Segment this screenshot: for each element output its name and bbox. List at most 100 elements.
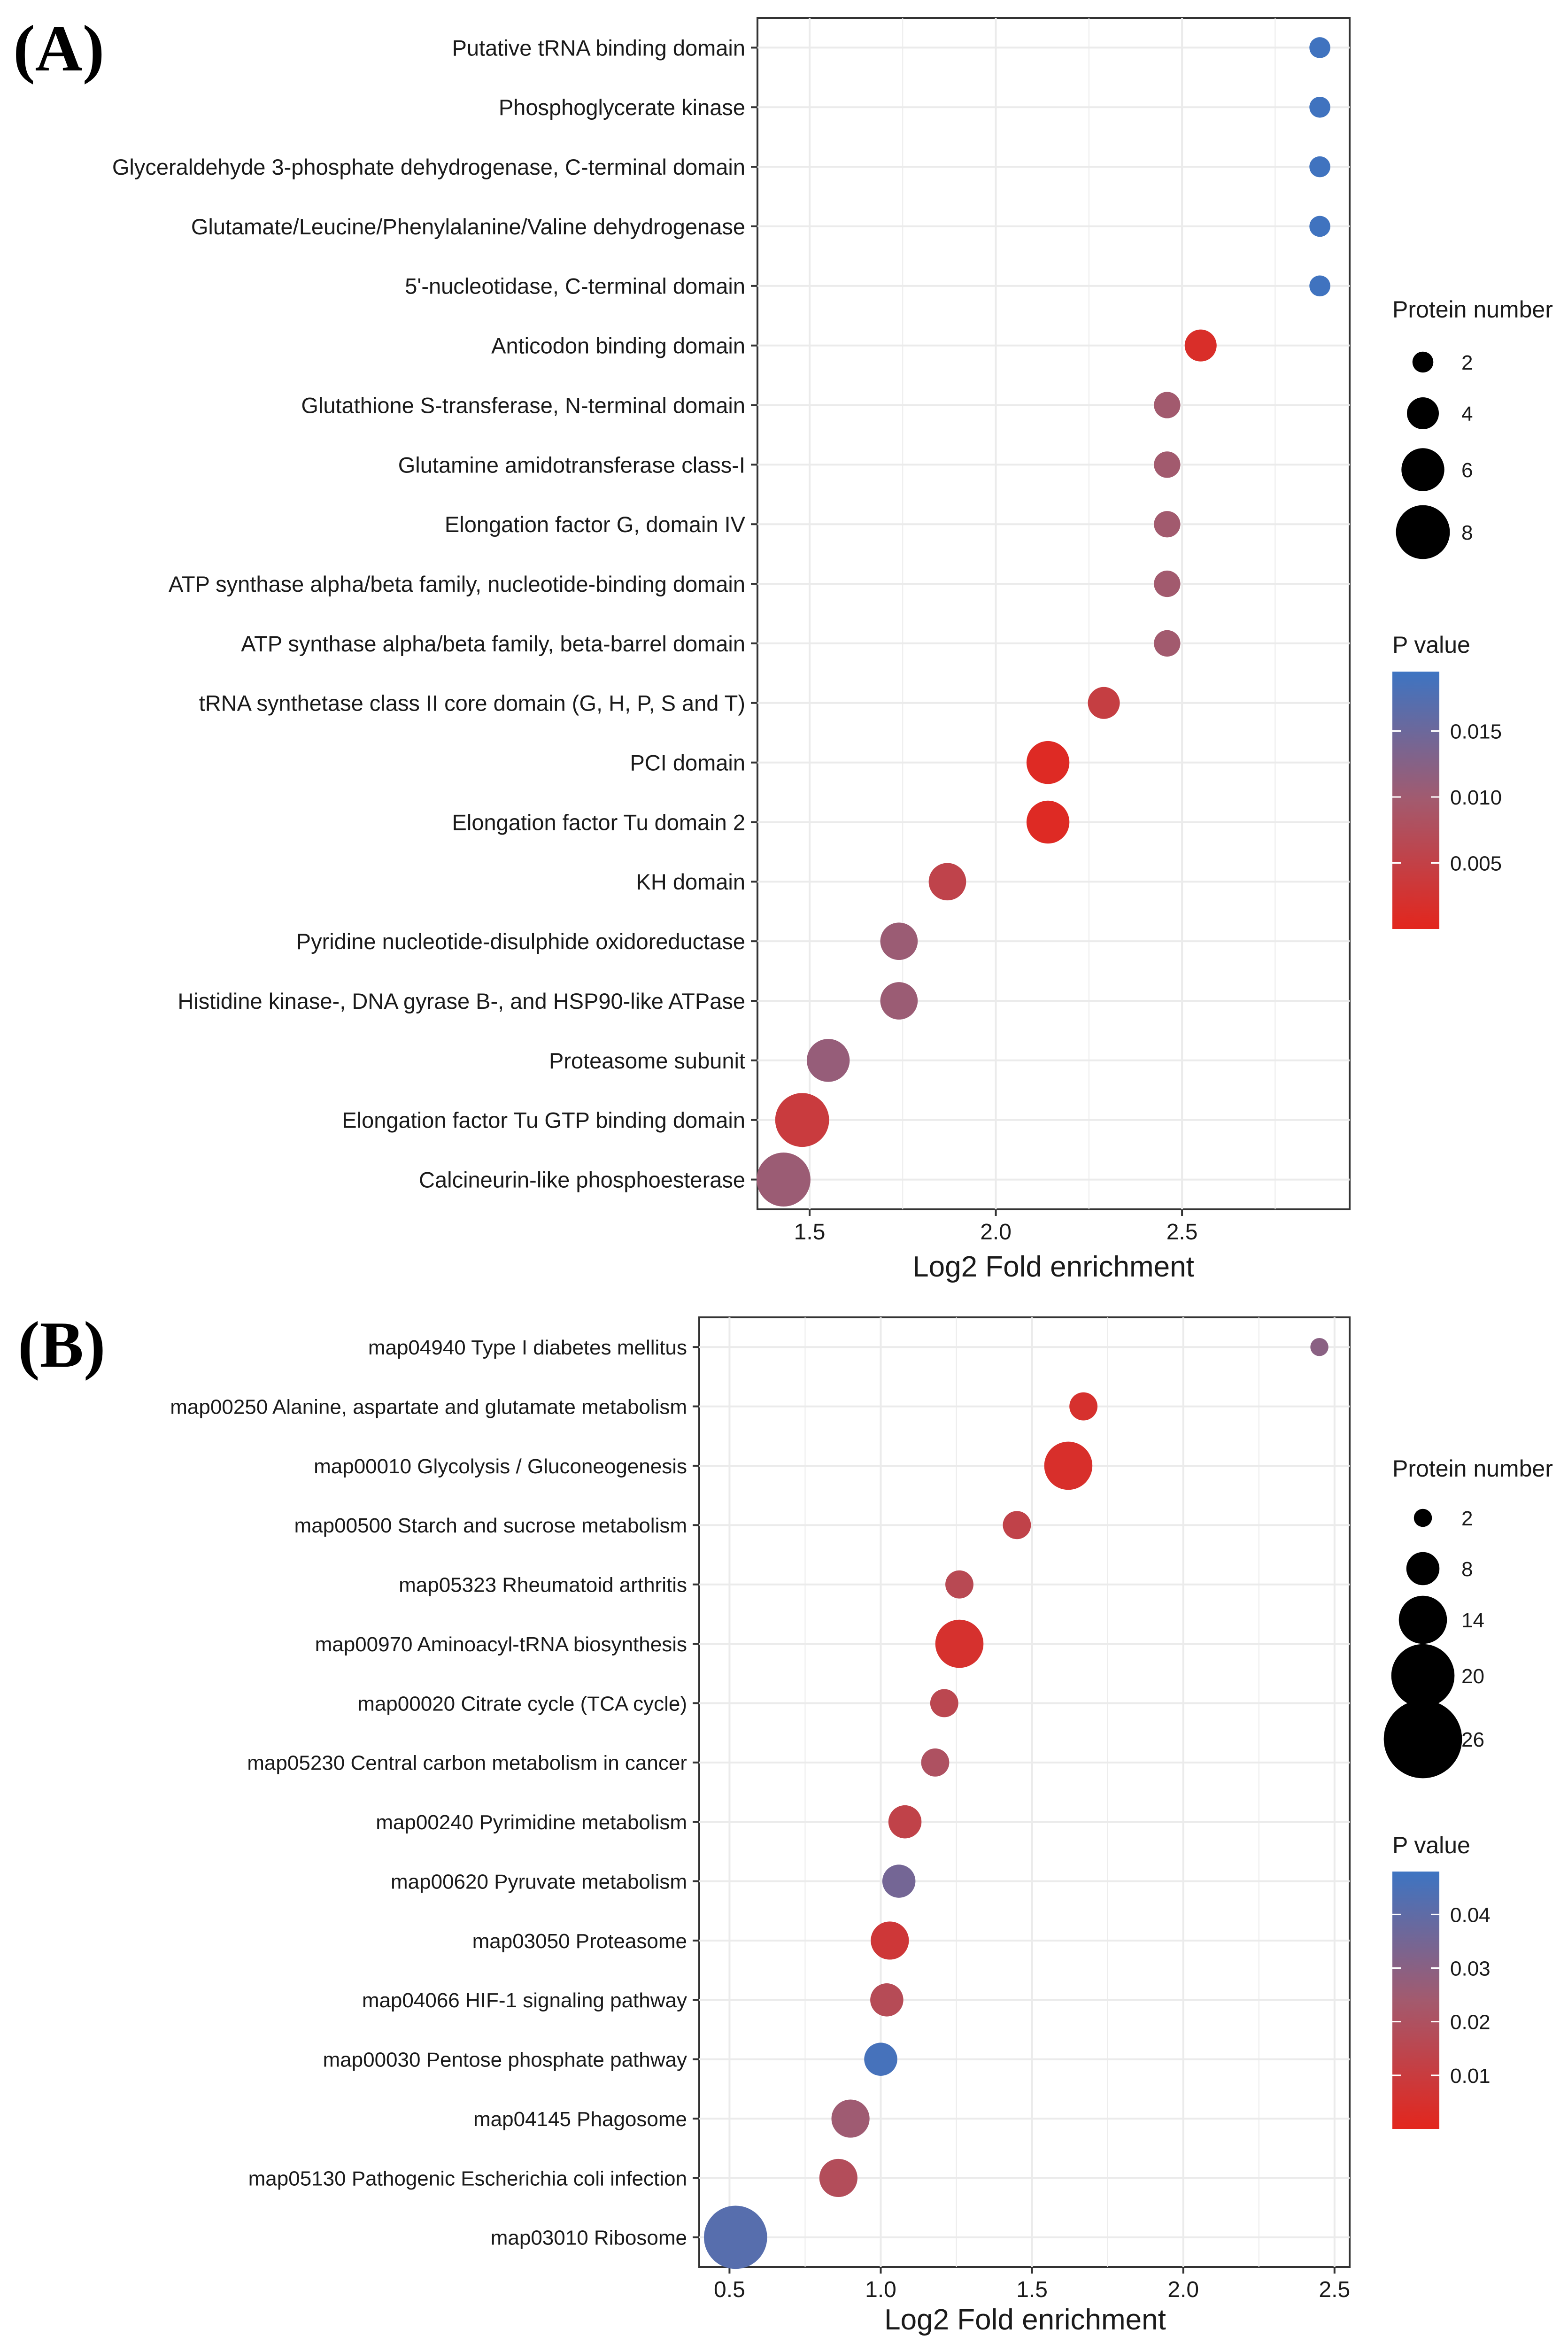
panel-a-plot: Putative tRNA binding domain Phosphoglyce… (112, 17, 1351, 1245)
data-point (888, 1805, 922, 1839)
panel-a-size-legend: Protein number 2 4 6 8 (1392, 296, 1553, 559)
colorbar-tick-label: 0.015 (1450, 720, 1502, 743)
colorbar-tick-label: 0.01 (1450, 2065, 1491, 2088)
data-point (1309, 216, 1330, 237)
size-legend-label: 8 (1461, 521, 1473, 544)
panel-a-colorbar-ticks: 0.005 0.010 0.015 (1392, 720, 1502, 875)
category-label: map00250 Alanine, aspartate and glutamat… (170, 1395, 687, 1418)
data-point (819, 2158, 857, 2197)
data-point (775, 1093, 829, 1147)
data-point (1026, 741, 1070, 784)
panel-a-color-legend-title: P value (1392, 632, 1470, 658)
panel-b-x-ticks: 0.5 1.0 1.5 2.0 2.5 (714, 2267, 1350, 2302)
data-point (882, 1864, 916, 1898)
data-point (921, 1748, 950, 1777)
data-point (1026, 800, 1070, 844)
size-legend-label: 2 (1461, 1507, 1473, 1530)
size-legend-label: 2 (1461, 351, 1473, 374)
colorbar-tick-label: 0.005 (1450, 852, 1502, 875)
category-label: map05230 Central carbon metabolism in ca… (247, 1752, 687, 1775)
data-point (928, 863, 966, 901)
category-label: map05130 Pathogenic Escherichia coli inf… (248, 2167, 687, 2190)
category-label: Anticodon binding domain (491, 333, 745, 358)
category-label: Elongation factor Tu GTP binding domain (342, 1108, 745, 1133)
panel-a-size-legend-title: Protein number (1392, 296, 1553, 323)
panel-a-gridlines (757, 18, 1350, 1209)
category-label: tRNA synthetase class II core domain (G,… (199, 691, 745, 716)
data-point (945, 1570, 973, 1599)
panel-b-color-legend: P value 0.01 0.02 0.03 0.04 (1392, 1832, 1491, 2129)
panel-b: (B) map04940 Type I diabetes mellitusmap… (18, 1308, 1553, 2336)
size-legend-key (1383, 1700, 1462, 1779)
x-tick-label: 2.5 (1319, 2277, 1350, 2302)
category-label: PCI domain (630, 750, 745, 775)
category-label: map00030 Pentose phosphate pathway (323, 2049, 687, 2072)
size-legend-key (1412, 351, 1434, 373)
size-legend-key (1406, 1552, 1440, 1586)
panel-a-size-legend-items: 2 4 6 8 (1396, 351, 1473, 559)
category-label: map03050 Proteasome (472, 1930, 687, 1953)
data-point (704, 2205, 767, 2269)
data-point (1154, 451, 1181, 478)
category-label: map04145 Phagosome (473, 2108, 687, 2131)
size-legend-key (1401, 448, 1444, 491)
panel-b-label: (B) (18, 1308, 106, 1381)
panel-b-x-axis-title: Log2 Fold enrichment (884, 2304, 1166, 2336)
panel-b-size-legend-items: 2 8 14 20 26 (1383, 1507, 1484, 1779)
category-label: map04066 HIF-1 signaling pathway (362, 1989, 687, 2012)
data-point (1309, 156, 1330, 178)
data-point (870, 1983, 904, 2017)
size-legend-key (1398, 1595, 1447, 1644)
data-point (880, 922, 918, 960)
size-legend-label: 14 (1461, 1609, 1484, 1632)
colorbar-tick-label: 0.04 (1450, 1903, 1491, 1926)
category-label: Glutamate/Leucine/Phenylalanine/Valine d… (191, 214, 745, 239)
category-label: map03010 Ribosome (491, 2227, 687, 2250)
category-label: map00500 Starch and sucrose metabolism (294, 1514, 687, 1537)
data-point (831, 2099, 870, 2138)
panel-b-size-legend-title: Protein number (1392, 1455, 1553, 1482)
data-point (871, 1921, 909, 1960)
panel-b-plot-frame (698, 1316, 1351, 2268)
size-legend-key (1391, 1644, 1455, 1708)
category-label: Phosphoglycerate kinase (499, 95, 745, 120)
colorbar-tick-label: 0.03 (1450, 1957, 1491, 1980)
data-point (1154, 511, 1181, 538)
category-label: KH domain (636, 869, 746, 894)
panel-a: (A) Putative tRNA binding domain Phosphog… (13, 12, 1553, 1283)
size-legend-label: 20 (1461, 1665, 1484, 1688)
data-point (1154, 630, 1181, 657)
category-label: Glutamine amidotransferase class-I (398, 452, 745, 477)
data-point (1003, 1511, 1031, 1539)
panel-a-category-labels: Putative tRNA binding domain Phosphoglyce… (112, 35, 757, 1192)
panel-a-points (757, 37, 1330, 1207)
size-legend-label: 26 (1461, 1728, 1484, 1751)
colorbar-tick-label: 0.02 (1450, 2011, 1491, 2034)
data-point (935, 1619, 984, 1668)
category-label: map04940 Type I diabetes mellitus (368, 1336, 687, 1359)
size-legend-label: 6 (1461, 459, 1473, 482)
data-point (1154, 392, 1181, 418)
size-legend-key (1414, 1509, 1432, 1527)
x-tick-label: 1.5 (794, 1220, 826, 1245)
size-legend-key (1396, 505, 1450, 559)
data-point (880, 982, 918, 1020)
x-tick-label: 2.0 (980, 1220, 1012, 1245)
data-point (1154, 570, 1181, 597)
panel-b-points (704, 1338, 1329, 2269)
data-point (757, 1153, 811, 1207)
category-label: Elongation factor G, domain IV (445, 512, 746, 537)
panel-b-category-labels: map04940 Type I diabetes mellitus map0025… (170, 1336, 699, 2250)
category-label: Elongation factor Tu domain 2 (452, 810, 745, 835)
data-point (1309, 275, 1330, 297)
category-label: Proteasome subunit (549, 1048, 745, 1073)
category-label: Calcineurin-like phosphoesterase (419, 1167, 745, 1192)
data-point (930, 1689, 958, 1717)
panel-a-colorbar (1392, 672, 1439, 929)
panel-b-gridlines (699, 1317, 1350, 2267)
size-legend-label: 8 (1461, 1558, 1473, 1581)
panel-a-plot-frame (757, 17, 1351, 1210)
data-point (1184, 329, 1217, 362)
panel-a-x-ticks: 1.5 2.0 2.5 (794, 1209, 1197, 1245)
